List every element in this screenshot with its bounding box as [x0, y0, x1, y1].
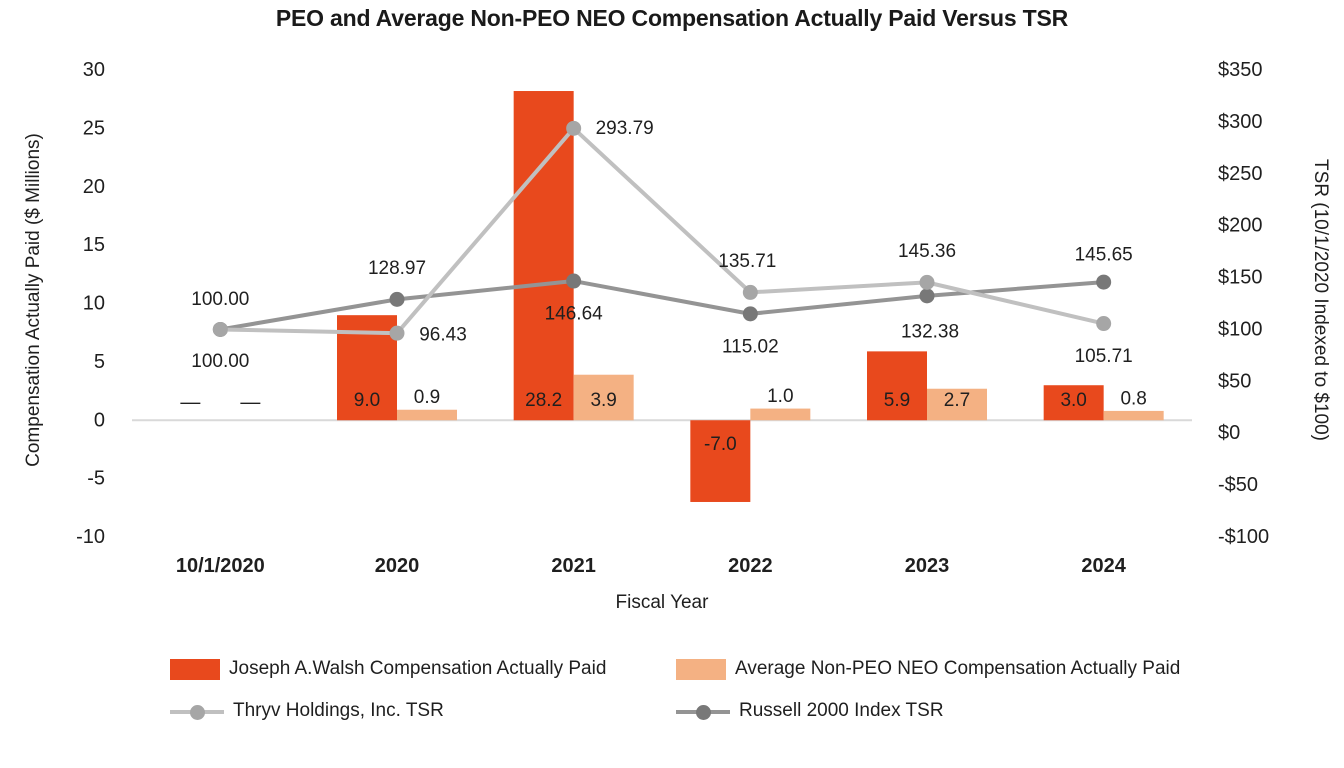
left-tick-label: 10	[83, 293, 105, 315]
thryv-tsr-marker	[212, 321, 228, 337]
russell-tsr-marker	[389, 291, 405, 307]
thryv-tsr-marker	[919, 274, 935, 290]
bar-value-label: 0.9	[414, 387, 440, 408]
russell-tsr-marker	[742, 306, 758, 322]
legend-item-thryv-tsr: Thryv Holdings, Inc. TSR	[170, 694, 676, 728]
thryv-tsr-line	[220, 126, 1105, 336]
peo-comp-bar	[867, 351, 927, 421]
bar-value-label: 5.9	[884, 390, 910, 411]
bar-value-label: 3.0	[1060, 390, 1086, 411]
bar-value-label: 28.2	[525, 390, 562, 411]
legend: Joseph A.Walsh Compensation Actually Pai…	[170, 652, 1230, 728]
russell-point-label: 145.65	[1075, 245, 1133, 266]
thryv-tsr-marker	[742, 284, 758, 300]
peo-bar-swatch-icon	[170, 658, 220, 680]
right-tick-label: $100	[1218, 318, 1263, 340]
chart-title: PEO and Average Non-PEO NEO Compensation…	[275, 5, 1069, 31]
russell-point-label: 128.97	[368, 258, 426, 279]
right-tick-label: $250	[1218, 163, 1263, 185]
x-category-label: 2022	[728, 555, 773, 577]
thryv-tsr-marker	[389, 325, 405, 341]
bar-label-empty: —	[180, 391, 200, 413]
thryv-point-label: 105.71	[1075, 346, 1133, 367]
neo-bar-swatch-icon	[676, 658, 726, 680]
bar-value-label: 0.8	[1120, 388, 1146, 409]
peo-comp-bar	[1043, 385, 1104, 421]
russell-point-label: 115.02	[722, 336, 779, 357]
right-tick-label: -$50	[1218, 474, 1258, 496]
russell-tsr-line	[219, 279, 1104, 332]
legend-item-neo-comp: Average Non-PEO NEO Compensation Actuall…	[676, 652, 1230, 686]
legend-item-russell-tsr: Russell 2000 Index TSR	[676, 694, 1230, 728]
left-tick-label: 20	[83, 176, 105, 198]
right-tick-label: $350	[1218, 59, 1263, 81]
neo-comp-bar	[1103, 410, 1164, 421]
x-category-label: 2021	[551, 555, 596, 577]
left-tick-label: 0	[94, 409, 105, 431]
legend-item-peo-comp: Joseph A.Walsh Compensation Actually Pai…	[170, 652, 676, 686]
bar-value-label: 1.0	[767, 386, 793, 407]
left-tick-label: 25	[83, 117, 105, 139]
russell-tsr-marker	[1096, 274, 1112, 290]
bar-value-label: 3.9	[590, 390, 616, 411]
thryv-point-label: 145.36	[898, 241, 956, 262]
neo-comp-bar	[750, 408, 811, 421]
right-tick-label: $300	[1218, 111, 1263, 133]
neo-comp-bar	[397, 409, 457, 421]
left-tick-label: 15	[83, 234, 105, 256]
right-tick-label: $150	[1218, 267, 1263, 289]
russell-tsr-marker	[566, 273, 582, 289]
neo-comp-bar	[573, 374, 634, 421]
thryv-point-label: 135.71	[718, 251, 776, 272]
legend-label: Joseph A.Walsh Compensation Actually Pai…	[229, 658, 607, 679]
russell-line-marker-icon	[676, 701, 730, 722]
peo-comp-bar	[690, 420, 751, 502]
peo-comp-bar	[513, 91, 574, 421]
x-category-label: 2020	[375, 555, 420, 577]
left-tick-label: -5	[87, 468, 105, 490]
left-tick-label: 5	[94, 351, 105, 373]
x-category-label: 2024	[1081, 555, 1126, 577]
right-tick-label: -$100	[1218, 526, 1269, 548]
left-tick-label: 30	[83, 59, 105, 81]
x-category-label: 10/1/2020	[176, 555, 265, 577]
russell-tsr-marker	[919, 288, 935, 304]
thryv-tsr-marker	[566, 120, 582, 136]
right-tick-label: $50	[1218, 370, 1251, 392]
thryv-point-label: 293.79	[596, 118, 654, 139]
right-tick-label: $200	[1218, 215, 1263, 237]
right-tick-label: $0	[1218, 422, 1240, 444]
bar-value-label: -7.0	[704, 434, 737, 455]
thryv-point-label: 96.43	[419, 325, 467, 346]
x-category-label: 2023	[905, 555, 950, 577]
bar-value-label: 2.7	[944, 390, 970, 411]
x-axis-title: Fiscal Year	[615, 592, 709, 613]
thryv-tsr-marker	[1096, 316, 1112, 332]
bar-label-empty: —	[240, 391, 260, 413]
russell-point-label: 132.38	[901, 321, 959, 342]
thryv-point-label: 100.00	[191, 289, 249, 310]
legend-label: Thryv Holdings, Inc. TSR	[233, 700, 444, 721]
russell-point-label: 100.00	[191, 351, 249, 372]
legend-label: Average Non-PEO NEO Compensation Actuall…	[735, 658, 1181, 679]
russell-point-label: 146.64	[545, 304, 604, 325]
neo-comp-bar	[927, 388, 987, 421]
bar-value-label: 9.0	[354, 390, 380, 411]
left-tick-label: -10	[76, 526, 105, 548]
legend-label: Russell 2000 Index TSR	[739, 700, 944, 721]
thryv-line-marker-icon	[170, 701, 224, 722]
